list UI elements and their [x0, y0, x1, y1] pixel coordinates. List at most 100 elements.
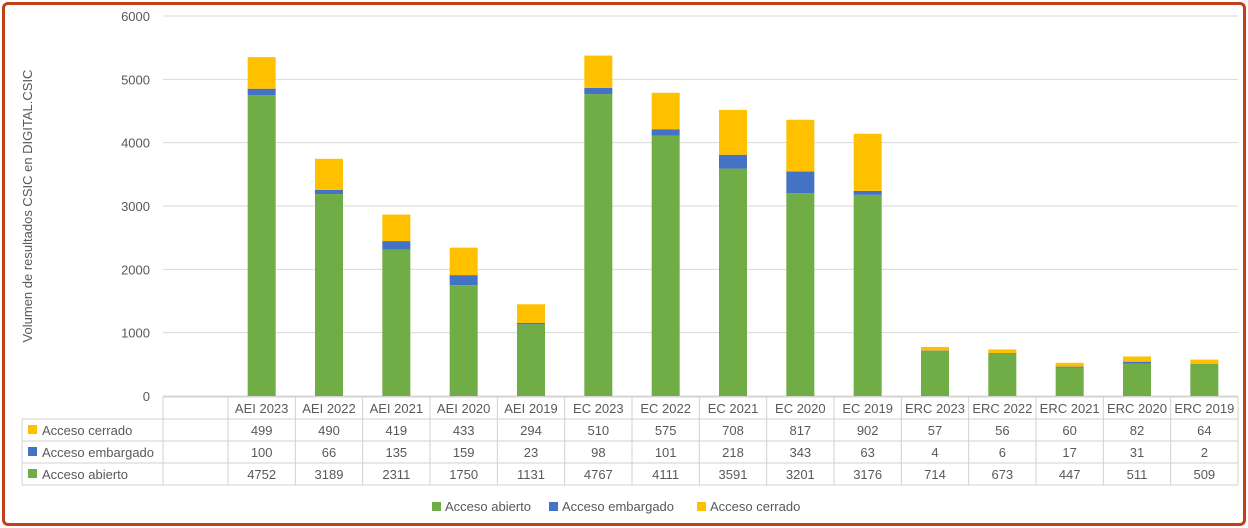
category-label: ERC 2023 [905, 401, 965, 416]
bar-segment [382, 241, 411, 250]
data-table-value: 98 [591, 445, 605, 460]
bar-segment [853, 133, 882, 191]
data-table-value: 3201 [786, 467, 815, 482]
bar-segment [1055, 362, 1084, 367]
series-label: Acceso cerrado [42, 423, 132, 438]
data-table-value: 490 [318, 423, 340, 438]
y-tick-label: 2000 [121, 262, 150, 277]
legend-key [28, 425, 37, 434]
bar-segment [315, 194, 343, 396]
bar-segment [719, 109, 747, 155]
bar-segment [921, 346, 949, 351]
bar-segment [1190, 359, 1219, 364]
data-table-value: 82 [1130, 423, 1144, 438]
data-table-value: 4 [931, 445, 938, 460]
bar-segment [786, 119, 815, 172]
bar-segment [651, 129, 680, 136]
data-table-value: 31 [1130, 445, 1144, 460]
y-tick-label: 1000 [121, 326, 150, 341]
data-table-value: 17 [1062, 445, 1076, 460]
data-table-value: 2311 [382, 467, 410, 482]
category-label: EC 2023 [573, 401, 624, 416]
bar-segment [1055, 367, 1084, 396]
category-label: AEI 2019 [504, 401, 558, 416]
bar-segment [315, 189, 343, 195]
bar-segment [786, 193, 815, 396]
data-table-value: 1750 [449, 467, 478, 482]
data-table-value: 343 [789, 445, 811, 460]
bar-segment [853, 194, 882, 396]
bar-segment [382, 214, 411, 242]
legend-label: Acceso abierto [445, 499, 531, 514]
bar-segment [584, 55, 613, 88]
data-table-value: 101 [655, 445, 677, 460]
data-table-value: 135 [385, 445, 407, 460]
data-table-value: 6 [999, 445, 1006, 460]
data-table-value: 510 [587, 423, 609, 438]
legend-swatch [549, 502, 558, 511]
data-table-value: 4752 [247, 467, 276, 482]
category-label: AEI 2020 [437, 401, 491, 416]
data-table-value: 499 [251, 423, 273, 438]
category-label: EC 2019 [842, 401, 893, 416]
series-label: Acceso embargado [42, 445, 154, 460]
data-table-value: 294 [520, 423, 542, 438]
legend-swatch [697, 502, 706, 511]
bar-segment [651, 92, 680, 130]
data-table-value: 509 [1193, 467, 1215, 482]
y-tick-label: 0 [143, 389, 150, 404]
data-table-value: 64 [1197, 423, 1211, 438]
category-label: ERC 2021 [1040, 401, 1100, 416]
y-tick-label: 4000 [121, 136, 150, 151]
legend-key [28, 447, 37, 456]
bar-segment [584, 87, 613, 95]
bar-segment [247, 57, 276, 89]
data-table-value: 4767 [584, 467, 613, 482]
legend-label: Acceso embargado [562, 499, 674, 514]
bar-segment [651, 135, 680, 397]
data-table-value: 3176 [853, 467, 882, 482]
category-label: ERC 2019 [1174, 401, 1234, 416]
bar-segment [517, 322, 545, 325]
data-table-value: 3591 [719, 467, 748, 482]
data-table-value: 218 [722, 445, 744, 460]
bar-segment [988, 349, 1017, 353]
bar-segment [921, 350, 949, 396]
bar-segment [719, 154, 747, 169]
category-label: AEI 2023 [235, 401, 289, 416]
category-label: EC 2022 [640, 401, 691, 416]
data-table-value: 419 [385, 423, 407, 438]
bar-segment [517, 324, 545, 396]
bar-segment [719, 168, 747, 396]
data-table-value: 433 [453, 423, 475, 438]
data-table-value: 817 [789, 423, 811, 438]
data-table-value: 511 [1127, 467, 1148, 482]
data-table-value: 447 [1059, 467, 1081, 482]
data-table-value: 4111 [652, 467, 679, 482]
bar-segment [853, 190, 882, 195]
y-tick-label: 5000 [121, 72, 150, 87]
bar-segment [517, 304, 545, 323]
data-table-value: 714 [924, 467, 946, 482]
y-tick-label: 3000 [121, 199, 150, 214]
category-label: EC 2021 [708, 401, 759, 416]
bar-segment [1123, 356, 1151, 362]
data-table-value: 902 [857, 423, 879, 438]
data-table-value: 56 [995, 423, 1009, 438]
bar-segment [786, 171, 815, 194]
category-label: ERC 2022 [972, 401, 1032, 416]
bar-segment [988, 353, 1017, 396]
legend-swatch [432, 502, 441, 511]
category-label: AEI 2021 [370, 401, 424, 416]
data-table-value: 60 [1062, 423, 1076, 438]
legend-label: Acceso cerrado [710, 499, 800, 514]
legend-key [28, 469, 37, 478]
bar-segment [247, 88, 276, 96]
y-axis-label: Volumen de resultados CSIC en DIGITAL.CS… [20, 70, 35, 343]
bar-segment [247, 95, 276, 396]
bar-segment [1123, 361, 1151, 364]
data-table-value: 1131 [517, 467, 545, 482]
bar-segment [584, 94, 613, 396]
bar-segment [449, 275, 478, 286]
